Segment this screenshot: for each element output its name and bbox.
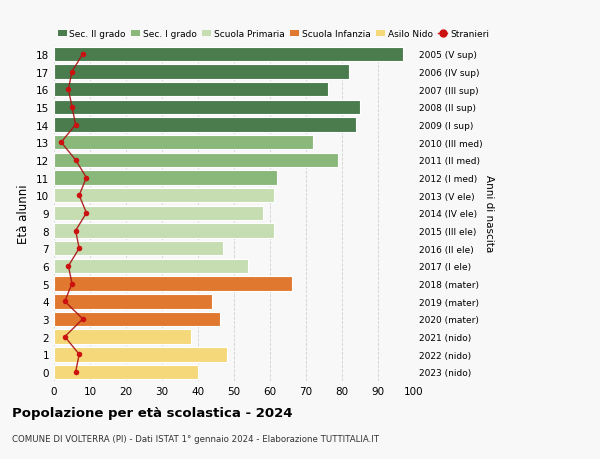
- Legend: Sec. II grado, Sec. I grado, Scuola Primaria, Scuola Infanzia, Asilo Nido, Stran: Sec. II grado, Sec. I grado, Scuola Prim…: [54, 26, 493, 43]
- Bar: [54, 312, 220, 326]
- Point: [71, 157, 80, 164]
- Point: [74, 245, 84, 252]
- Bar: [54, 136, 313, 150]
- Point: [67, 69, 77, 76]
- Bar: [54, 101, 360, 115]
- Bar: [54, 83, 328, 97]
- Point: [56, 139, 66, 146]
- Bar: [54, 241, 223, 256]
- Point: [71, 122, 80, 129]
- Point: [60, 298, 70, 305]
- Point: [64, 86, 73, 94]
- Point: [74, 351, 84, 358]
- Bar: [54, 65, 349, 79]
- Point: [60, 333, 70, 341]
- Point: [67, 280, 77, 288]
- Bar: [54, 206, 263, 221]
- Point: [78, 316, 88, 323]
- Bar: [54, 189, 274, 203]
- Bar: [54, 259, 248, 274]
- Bar: [54, 118, 356, 133]
- Y-axis label: Età alunni: Età alunni: [17, 184, 31, 243]
- Bar: [54, 224, 274, 238]
- Bar: [54, 330, 191, 344]
- Bar: [54, 365, 198, 380]
- Bar: [54, 347, 227, 362]
- Bar: [54, 171, 277, 185]
- Bar: [54, 294, 212, 309]
- Bar: [54, 153, 338, 168]
- Point: [78, 51, 88, 58]
- Point: [82, 174, 91, 182]
- Bar: [54, 277, 292, 291]
- Bar: [54, 47, 403, 62]
- Point: [82, 210, 91, 217]
- Text: COMUNE DI VOLTERRA (PI) - Dati ISTAT 1° gennaio 2024 - Elaborazione TUTTITALIA.I: COMUNE DI VOLTERRA (PI) - Dati ISTAT 1° …: [12, 434, 379, 443]
- Point: [71, 369, 80, 376]
- Point: [74, 192, 84, 200]
- Point: [64, 263, 73, 270]
- Point: [71, 227, 80, 235]
- Text: Popolazione per età scolastica - 2024: Popolazione per età scolastica - 2024: [12, 406, 293, 419]
- Y-axis label: Anni di nascita: Anni di nascita: [484, 175, 494, 252]
- Point: [67, 104, 77, 111]
